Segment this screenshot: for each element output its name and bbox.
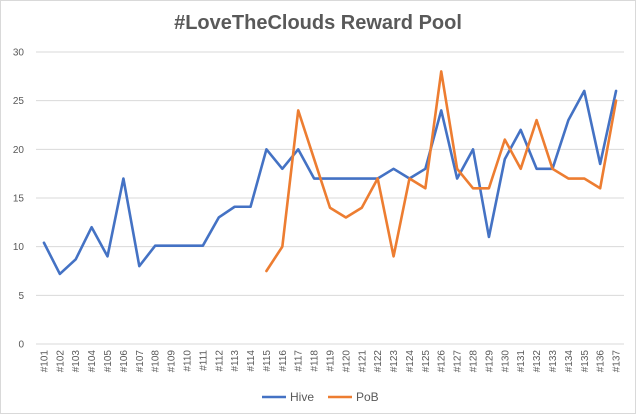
gridlines (36, 51, 624, 345)
y-tick-label: 15 (13, 194, 25, 205)
x-tick-label: #119 (326, 350, 337, 372)
x-tick-label: #105 (103, 350, 114, 373)
chart-title: #LoveTheClouds Reward Pool (174, 12, 462, 34)
y-tick-label: 10 (13, 242, 25, 253)
x-tick-label: #107 (135, 350, 146, 373)
x-tick-label: #132 (532, 350, 543, 373)
x-tick-label: #130 (500, 350, 511, 373)
x-axis-ticks: #101 #102 #103 #104 #105 #106 #107 #108 #109 #110… (39, 350, 622, 373)
x-tick-label: #113 (230, 350, 241, 372)
x-tick-label: #122 (373, 350, 384, 373)
x-tick-label: #116 (278, 350, 289, 372)
x-tick-label: #126 (437, 350, 448, 373)
x-tick-label: #108 (151, 350, 162, 373)
x-tick-label: #135 (580, 350, 591, 373)
x-tick-label: #120 (341, 350, 352, 373)
x-tick-label: #114 (246, 350, 257, 372)
legend-label-hive: Hive (290, 390, 314, 404)
legend-label-pob: PoB (356, 390, 379, 404)
x-tick-label: #124 (405, 350, 416, 373)
x-tick-label: #129 (484, 350, 495, 373)
x-tick-label: #109 (167, 350, 178, 373)
x-tick-label: #134 (564, 350, 575, 373)
x-tick-label: #136 (596, 350, 607, 373)
x-tick-label: #104 (87, 350, 98, 373)
x-tick-label: #123 (389, 350, 400, 373)
x-tick-label: #121 (357, 350, 368, 373)
x-tick-label: #106 (119, 350, 130, 373)
y-tick-label: 25 (13, 96, 25, 107)
y-tick-label: 20 (13, 145, 25, 156)
x-tick-label: #131 (516, 350, 527, 373)
x-tick-label: #115 (262, 350, 273, 372)
x-tick-label: #103 (71, 350, 82, 373)
legend: Hive PoB (262, 390, 379, 404)
x-tick-label: #110 (182, 350, 193, 372)
series-lines (42, 70, 618, 276)
x-tick-label: #102 (55, 350, 66, 373)
x-tick-label: #133 (548, 350, 559, 373)
x-tick-label: #127 (453, 350, 464, 373)
series-line-hive (42, 89, 618, 276)
x-tick-label: #128 (469, 350, 480, 373)
y-axis-ticks: 0 5 10 15 20 25 30 (13, 48, 25, 351)
x-tick-label: #101 (39, 350, 50, 373)
x-tick-label: #117 (294, 350, 305, 372)
x-tick-label: #118 (310, 350, 321, 372)
y-tick-label: 0 (18, 340, 24, 351)
y-tick-label: 30 (13, 48, 25, 59)
series-line-pob (265, 70, 618, 273)
x-tick-label: #112 (214, 350, 225, 372)
x-tick-label: #111 (198, 350, 209, 371)
x-tick-label: #137 (612, 350, 623, 373)
y-tick-label: 5 (18, 291, 24, 302)
x-tick-label: #125 (421, 350, 432, 373)
